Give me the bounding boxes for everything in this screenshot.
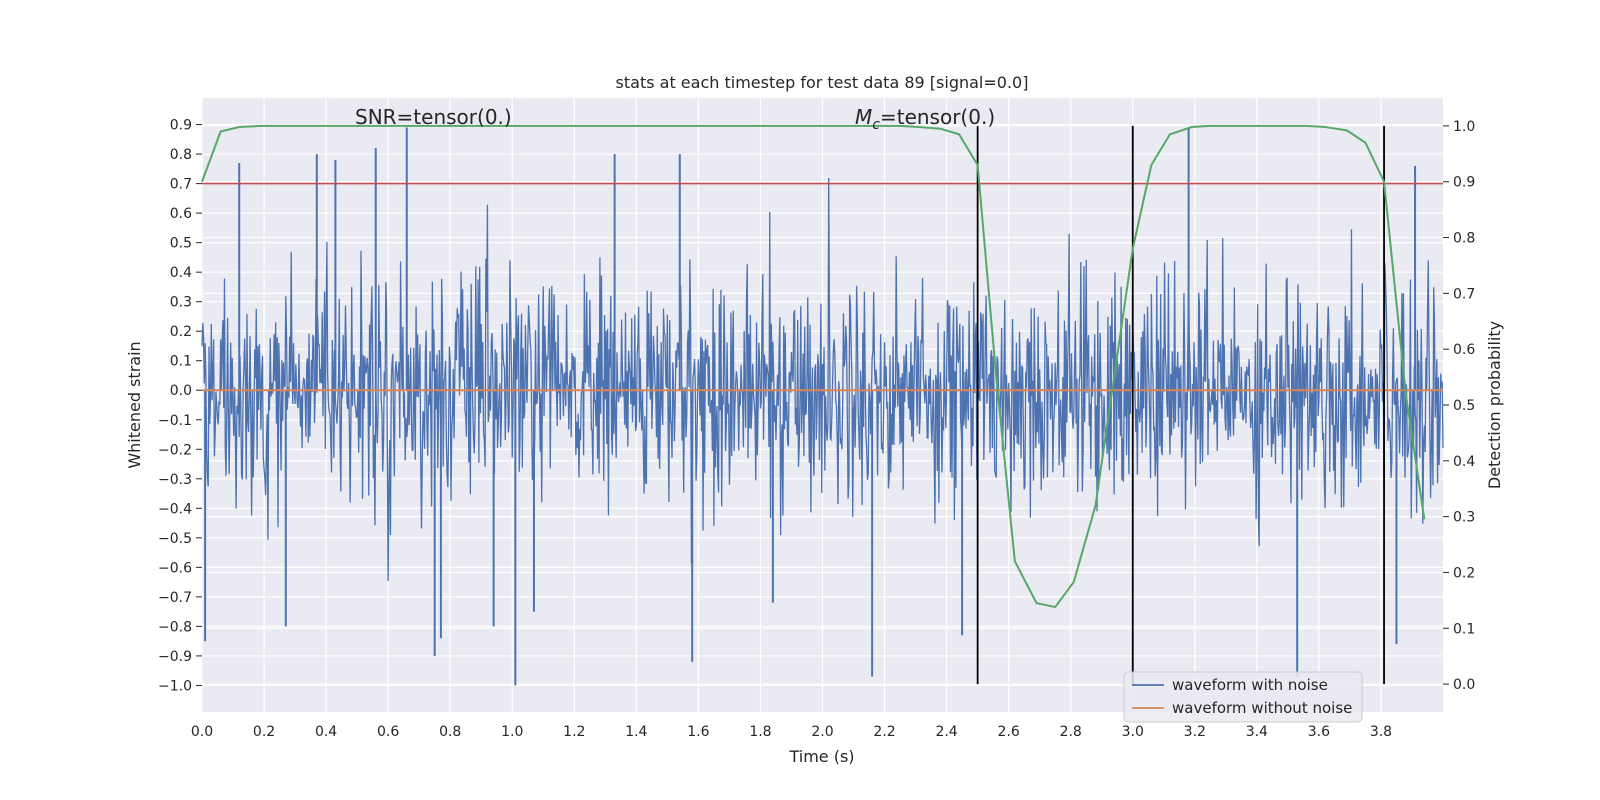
y-left-tick-label: −0.4 xyxy=(158,501,192,517)
x-tick-label: 2.6 xyxy=(998,724,1020,740)
x-tick-label: 2.4 xyxy=(935,724,957,740)
series-waveform-with-noise xyxy=(201,127,1444,686)
y-right-tick-label: 0.1 xyxy=(1453,621,1475,637)
x-tick-label: 1.8 xyxy=(749,724,771,740)
y-left-tick-label: −0.8 xyxy=(158,619,192,635)
x-tick-label: 0.6 xyxy=(377,724,399,740)
y-left-tick-label: −1.0 xyxy=(158,678,192,694)
y-right-tick-label: 0.0 xyxy=(1453,677,1475,693)
y-left-tick-label: 0.6 xyxy=(170,206,192,222)
x-tick-label: 0.8 xyxy=(439,724,461,740)
detection-probability-line xyxy=(201,124,1426,609)
chart-title: stats at each timestep for test data 89 … xyxy=(616,73,1029,92)
y-left-axis-label: Whitened strain xyxy=(125,341,144,468)
y-right-tick-label: 0.4 xyxy=(1453,454,1475,470)
x-tick-label: 3.8 xyxy=(1370,724,1392,740)
y-left-tick-label: 0.3 xyxy=(170,295,192,311)
y-left-tick-label: −0.5 xyxy=(158,531,192,547)
y-left-tick-label: 0.8 xyxy=(170,147,192,163)
y-left-tick-label: −0.2 xyxy=(158,442,192,458)
y-right-ticks: 1.0 0.9 0.8 0.7 0.6 0.5 0.4 0.3 0.2 0.1 0.0 xyxy=(1443,119,1475,693)
annotation-chirp-mass-value: =tensor(0.) xyxy=(880,105,995,129)
x-tick-label: 3.4 xyxy=(1246,724,1268,740)
legend-box xyxy=(1123,671,1363,723)
y-left-tick-label: 0.2 xyxy=(170,324,192,340)
y-left-tick-label: 0.9 xyxy=(170,118,192,134)
x-tick-label: 0.2 xyxy=(253,724,275,740)
y-right-tick-label: 0.3 xyxy=(1453,510,1475,526)
x-tick-label: 0.4 xyxy=(315,724,337,740)
annotation-snr: SNR=tensor(0.) xyxy=(355,105,512,129)
x-tick-label: 0.0 xyxy=(191,724,213,740)
y-right-tick-label: 0.9 xyxy=(1453,175,1475,191)
x-tick-label: 3.6 xyxy=(1308,724,1330,740)
y-right-tick-label: 0.5 xyxy=(1453,398,1475,414)
overlays xyxy=(201,124,1443,685)
y-left-tick-label: 0.1 xyxy=(170,354,192,370)
y-left-tick-label: −0.1 xyxy=(158,413,192,429)
x-axis-label: Time (s) xyxy=(788,747,854,766)
y-right-tick-label: 1.0 xyxy=(1453,119,1475,135)
annotation-chirp-mass-symbol: M xyxy=(855,105,872,129)
y-left-tick-label: −0.9 xyxy=(158,649,192,665)
y-left-tick-label: −0.7 xyxy=(158,590,192,606)
waveform-with-noise-line xyxy=(201,178,1444,581)
y-left-tick-label: 0.5 xyxy=(170,236,192,252)
y-right-tick-label: 0.7 xyxy=(1453,286,1475,302)
legend-label-noise: waveform with noise xyxy=(1172,676,1328,694)
y-left-tick-label: 0.0 xyxy=(170,383,192,399)
y-left-tick-label: −0.3 xyxy=(158,472,192,488)
x-axis-ticks: 0.0 0.2 0.4 0.6 0.8 1.0 1.2 1.4 1.6 1.8 2.0 2.2 2.4 2… xyxy=(191,724,1392,740)
y-right-tick-label: 0.8 xyxy=(1453,231,1475,247)
x-tick-label: 3.2 xyxy=(1184,724,1206,740)
x-tick-label: 1.2 xyxy=(563,724,585,740)
y-right-tick-label: 0.2 xyxy=(1453,565,1475,581)
legend-label-clean: waveform without noise xyxy=(1172,699,1352,717)
annotation-chirp-mass: Mc=tensor(0.) xyxy=(855,105,995,133)
x-tick-label: 3.0 xyxy=(1122,724,1144,740)
y-left-tick-label: −0.6 xyxy=(158,560,192,576)
x-tick-label: 2.0 xyxy=(811,724,833,740)
x-tick-label: 2.2 xyxy=(873,724,895,740)
y-left-ticks: 0.9 0.8 0.7 0.6 0.5 0.4 0.3 0.2 0.1 0.0 −0.1 −0.2 −0… xyxy=(158,118,202,694)
x-tick-label: 1.6 xyxy=(687,724,709,740)
y-left-tick-label: 0.7 xyxy=(170,177,192,193)
y-left-tick-label: 0.4 xyxy=(170,265,192,281)
x-tick-label: 2.8 xyxy=(1060,724,1082,740)
x-tick-label: 1.4 xyxy=(625,724,647,740)
x-tick-label: 1.0 xyxy=(501,724,523,740)
annotation-chirp-mass-subscript: c xyxy=(872,117,880,133)
y-right-axis-label: Detection probability xyxy=(1485,321,1504,489)
y-right-tick-label: 0.6 xyxy=(1453,342,1475,358)
legend: waveform with noise waveform without noi… xyxy=(1123,671,1363,723)
